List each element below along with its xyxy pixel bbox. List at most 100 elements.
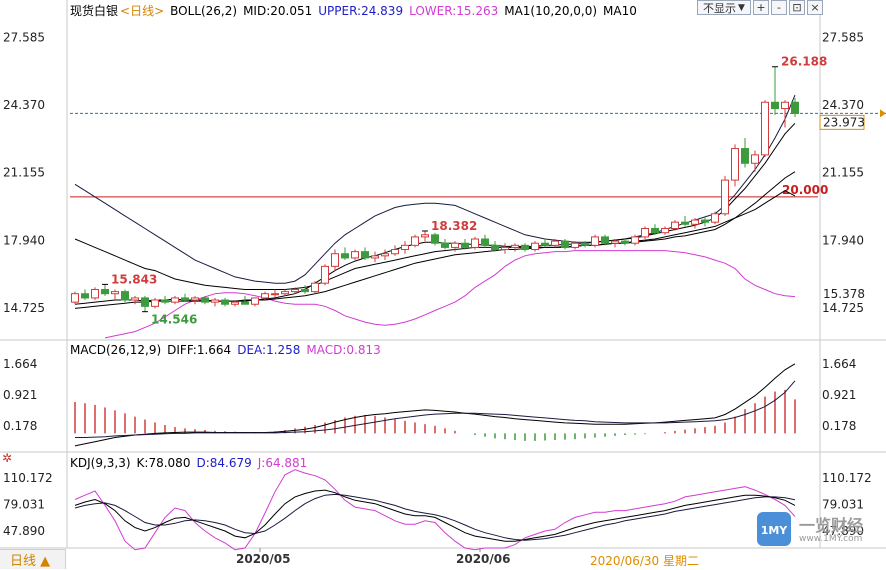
maximize-icon: ⊡ [792, 1, 802, 14]
candle-down [121, 291, 129, 301]
macd-right-tick-label: 0.178 [822, 419, 856, 433]
candle-down [201, 297, 209, 303]
macd-diff: DIFF:1.664 [167, 343, 232, 357]
boll-label: BOLL(26,2) [170, 4, 238, 18]
price-left-tick-label: 24.370 [3, 98, 45, 112]
kdj-k: K:78.080 [136, 456, 191, 470]
boll-ma1-line [74, 122, 796, 305]
boll-upper: UPPER:24.839 [318, 4, 404, 18]
boll-lower: LOWER:15.263 [409, 4, 499, 18]
candle-down [701, 219, 709, 223]
candle-up [471, 238, 479, 248]
price-panel: 20.000 15.843 14.546 18.382 26.188 [70, 55, 886, 339]
ma-label: MA1(10,20,0,0) [504, 4, 598, 18]
candle-down [161, 299, 169, 303]
candle-up [211, 299, 219, 303]
close-button[interactable]: × [807, 0, 823, 15]
candle-down [361, 251, 369, 259]
kdj-panel [74, 469, 796, 551]
candle-up [371, 255, 379, 259]
current-price-box [819, 114, 865, 130]
zoom-out-icon: - [777, 1, 781, 14]
period-label[interactable]: <日线> [120, 4, 165, 18]
candle-up [641, 227, 649, 238]
macd-value: MACD:0.813 [306, 343, 381, 357]
current-price-label: 23.973 [823, 115, 865, 129]
zoom-out-button[interactable]: - [771, 0, 787, 15]
candle-up [171, 297, 179, 303]
candle-up [331, 253, 339, 267]
price-left-tick-label: 21.155 [3, 166, 45, 180]
period-selector[interactable]: 日线 ▲ [0, 549, 66, 569]
chart-toolbar: 不显示 ▼ + - ⊡ × [697, 0, 823, 15]
kdj-j-line [74, 469, 796, 551]
macd-dea: DEA:1.258 [237, 343, 301, 357]
candle-up [421, 234, 429, 238]
candle-up [611, 240, 619, 244]
candle-up [281, 291, 289, 295]
price-left-tick-label: 14.725 [3, 301, 45, 315]
boll-mid: MID:20.051 [243, 4, 313, 18]
candle-up [411, 236, 419, 246]
kdj-left-tick-label: 47.890 [3, 524, 45, 538]
candle-up [71, 293, 79, 303]
candle-up [731, 148, 739, 181]
watermark-url: www.1MY.com [799, 534, 863, 544]
candle-up [761, 101, 769, 156]
candle-up [691, 219, 699, 225]
price-right-tick-label: 21.155 [822, 166, 864, 180]
candle-up [151, 299, 159, 307]
kdj-d-line [74, 493, 796, 541]
candle-down [431, 234, 439, 244]
kdj-j: J:64.881 [257, 456, 308, 470]
candle-down [181, 297, 189, 301]
candle-down [141, 297, 149, 307]
candle-up [111, 291, 119, 295]
macd-right-tick-label: 1.664 [822, 357, 856, 371]
current-price-marker-icon [880, 109, 886, 118]
macd-left-tick-label: 0.921 [3, 388, 37, 402]
maximize-button[interactable]: ⊡ [789, 0, 805, 15]
chevron-down-icon: ▼ [738, 2, 745, 13]
candle-up [251, 297, 259, 305]
candle-up [591, 236, 599, 246]
svg-text:1MY: 1MY [761, 524, 789, 537]
price-legend: 现货白银 <日线> BOLL(26,2) MID:20.051 UPPER:24.839… [70, 2, 643, 19]
macd-left-tick-label: 1.664 [3, 357, 37, 371]
price-left-tick-label: 17.940 [3, 233, 45, 247]
candle-down [481, 238, 489, 246]
price-right-tick-label: 24.370 [822, 98, 864, 112]
axis-labels: 27.585 27.585 24.370 24.370 21.155 21.155 17.9… [3, 30, 886, 538]
extreme-value-label: 15.843 [111, 272, 157, 286]
candle-up [311, 282, 319, 293]
ma10-label: MA10 [603, 4, 637, 18]
crosshair-icon[interactable]: ✲ [2, 451, 13, 465]
candle-up [551, 240, 559, 246]
candle-down [441, 242, 449, 248]
candle-up [381, 253, 389, 257]
panel-frames [0, 0, 886, 552]
candle-up [321, 265, 329, 284]
candle-up [571, 242, 579, 248]
candle-down [241, 301, 249, 305]
x-tick-label: 2020/06 [456, 552, 511, 566]
candle-up [191, 297, 199, 301]
candle-up [91, 289, 99, 299]
candle-up [661, 227, 669, 234]
macd-diff-line [74, 363, 796, 447]
zoom-in-icon: + [756, 1, 766, 14]
candle-up [531, 242, 539, 251]
hide-indicator-button[interactable]: 不显示 ▼ [697, 0, 751, 15]
candle-down [541, 242, 549, 246]
candle-down [341, 253, 349, 259]
price-left-tick-label: 27.585 [3, 30, 45, 44]
candle-down [521, 244, 529, 251]
price-right-tick-label: 27.585 [822, 30, 864, 44]
candle-down [561, 240, 569, 248]
kdj-name: KDJ(9,3,3) [70, 456, 131, 470]
extreme-value-label: 18.382 [431, 219, 477, 233]
zoom-in-button[interactable]: + [753, 0, 769, 15]
candle-down [491, 244, 499, 251]
watermark-logo-icon: 1MY [757, 512, 791, 546]
